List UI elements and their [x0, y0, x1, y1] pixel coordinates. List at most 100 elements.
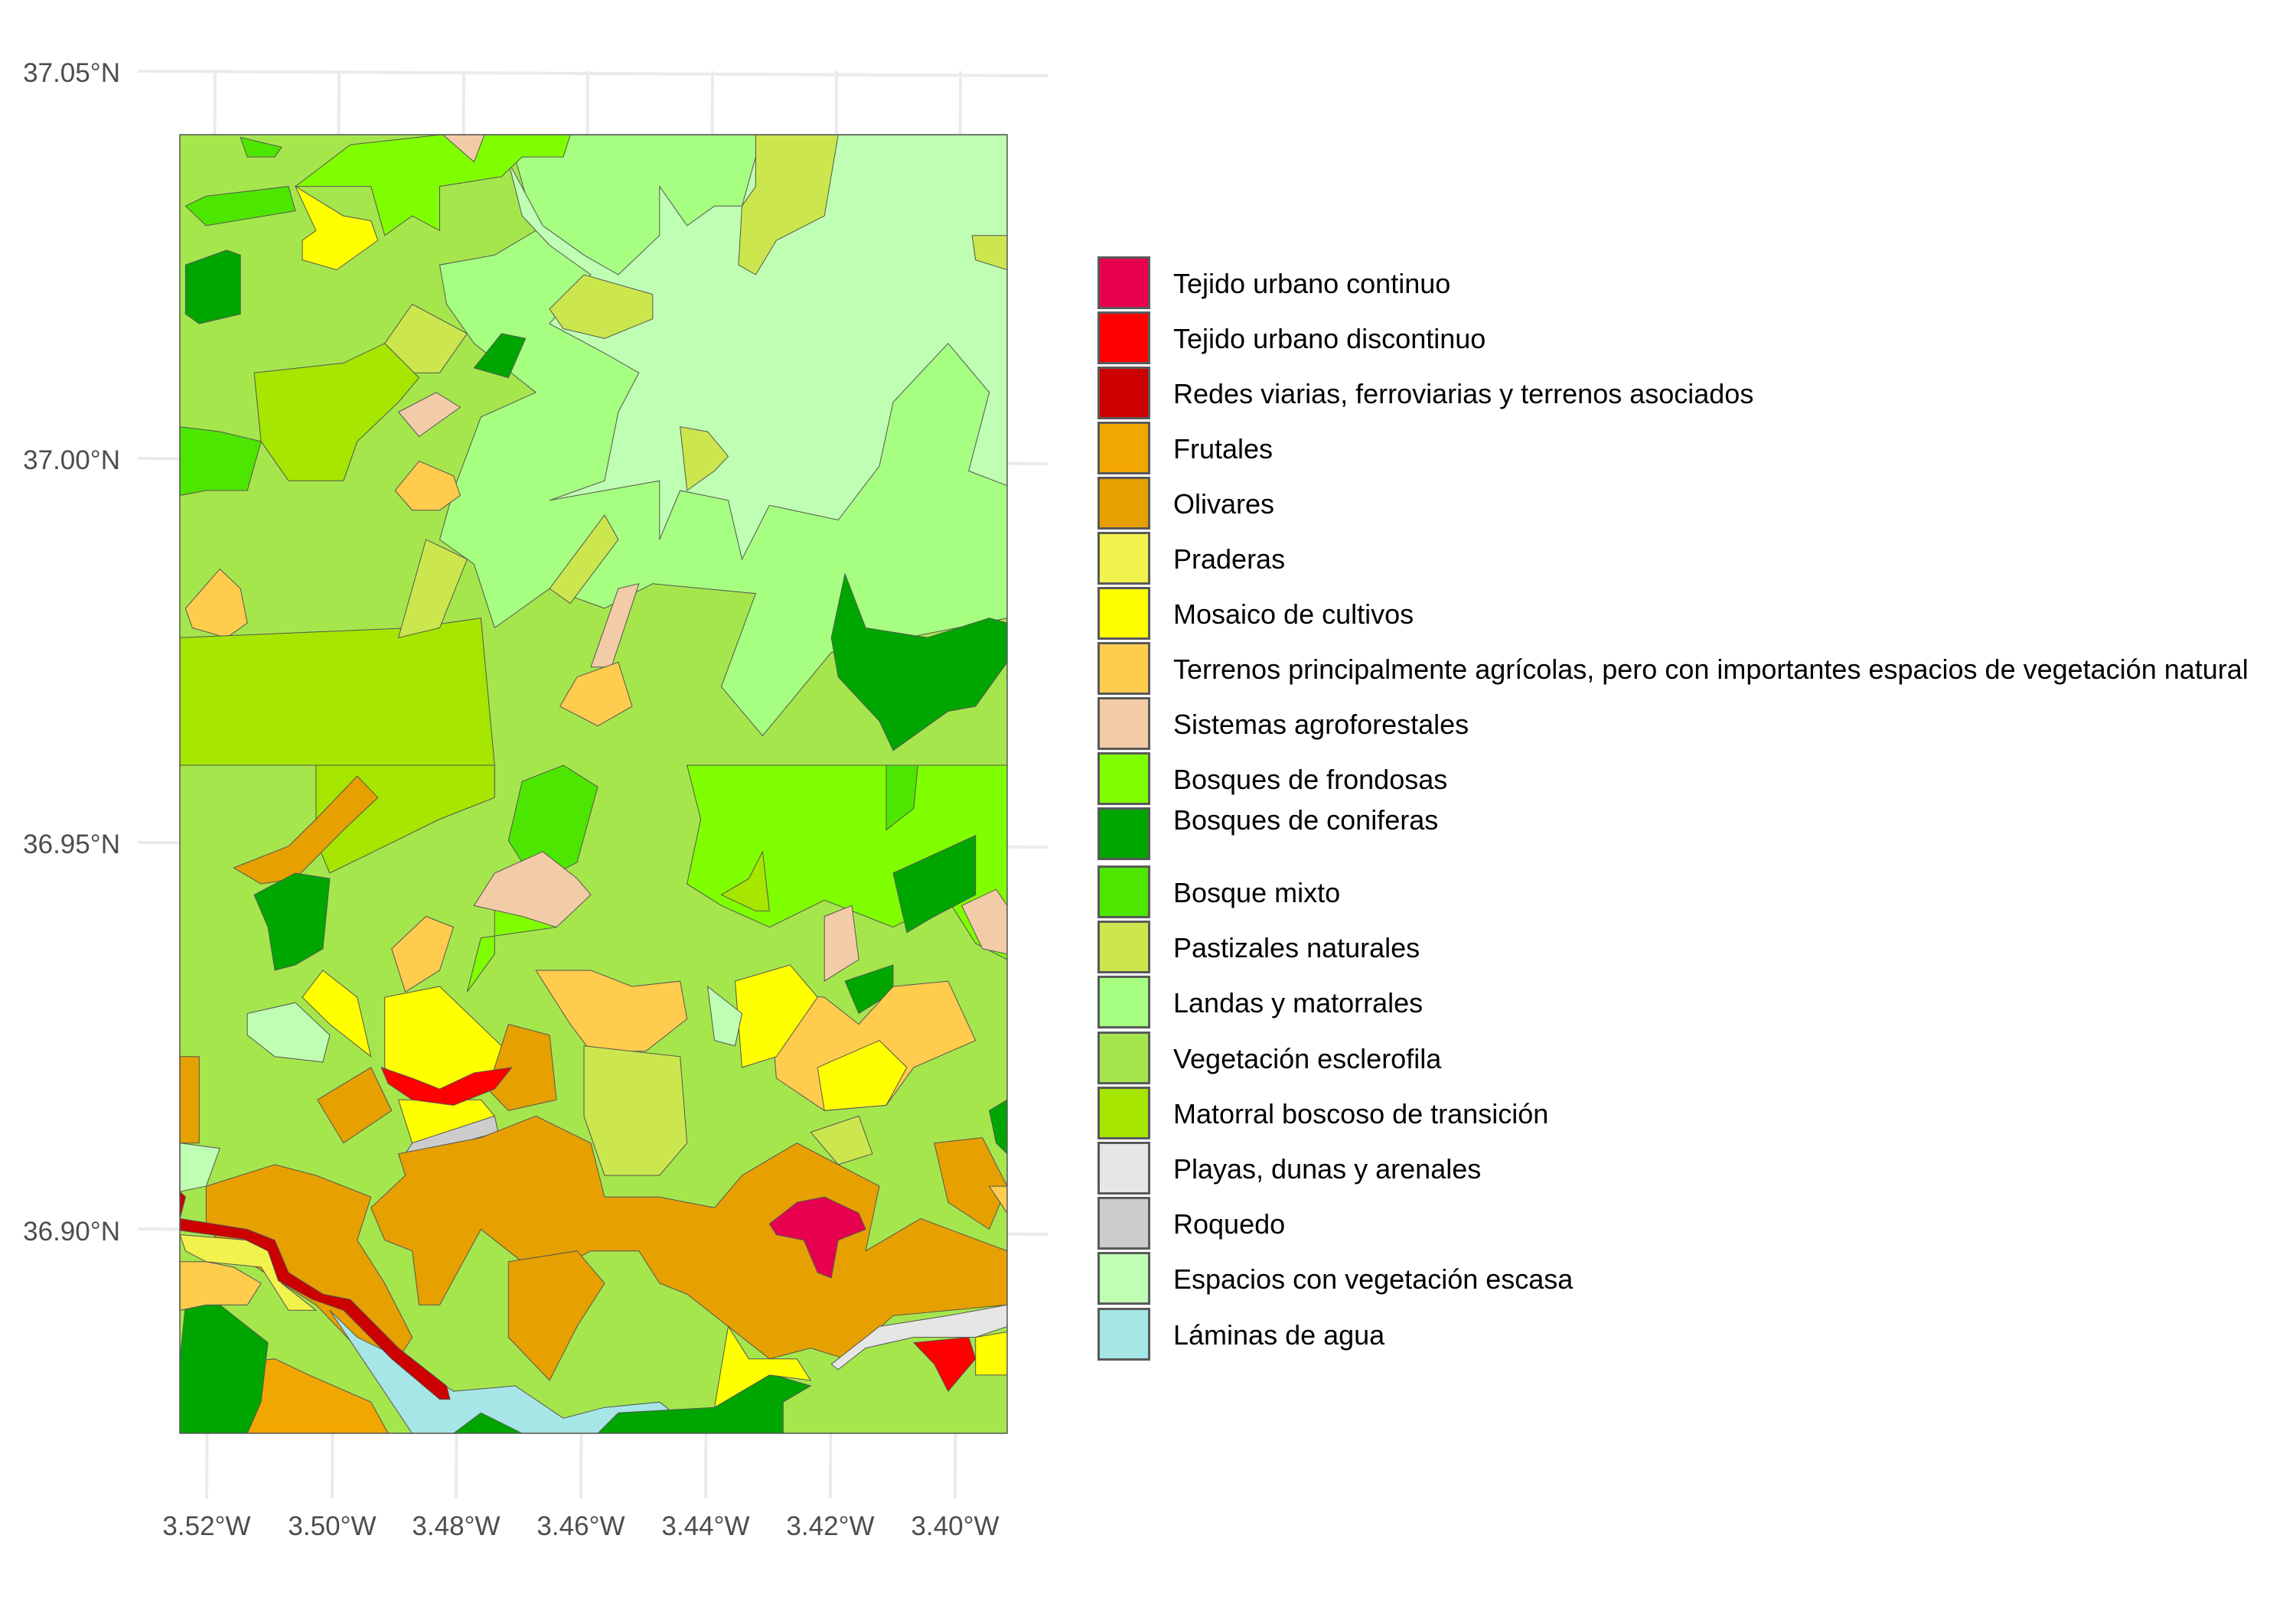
region-espacios-con-vegetacion-escasa: [507, 135, 1007, 561]
legend-key: [1097, 1142, 1150, 1195]
legend-label: Bosques de coniferas: [1173, 804, 1439, 836]
region-mosaico-de-cultivos: [302, 970, 372, 1058]
x-tick-label: 3.48°W: [412, 1511, 501, 1541]
legend-label: Bosques de frondosas: [1173, 764, 1448, 795]
region-sistemas-agroforestales: [397, 392, 461, 438]
region-olivares: [507, 1250, 605, 1381]
region-sistemas-agroforestales: [961, 888, 1007, 955]
legend-label: Roquedo: [1173, 1208, 1286, 1240]
legend-key: [1097, 1252, 1150, 1305]
region-redes-viarias-ferroviarias-y-terrenos-asociados: [180, 1191, 451, 1400]
region-olivares: [370, 1115, 1007, 1360]
region-playas-dunas-y-arenales: [830, 1304, 1007, 1371]
region-mosaico-de-cultivos: [817, 1040, 908, 1111]
legend-label: Frutales: [1173, 433, 1274, 464]
legend-key: [1097, 921, 1150, 974]
region-tejido-urbano-discontinuo: [912, 1336, 977, 1392]
region-olivares: [934, 1137, 1007, 1231]
legend-key: [1097, 367, 1150, 419]
legend-key: [1097, 311, 1150, 364]
region-tejido-urbano-discontinuo: [380, 1067, 513, 1106]
legend-label: Matorral boscoso de transición: [1173, 1097, 1549, 1129]
region-pastizales-naturales: [549, 274, 654, 339]
region-mosaico-de-cultivos: [734, 964, 818, 1068]
legend-label: Tejido urbano continuo: [1173, 268, 1451, 299]
legend-label: Espacios con vegetación escasa: [1173, 1263, 1574, 1296]
legend-label: Mosaico de cultivos: [1173, 598, 1414, 630]
region-matorral-boscoso-de-transicion: [720, 850, 770, 911]
region-pastizales-naturales: [397, 539, 468, 638]
legend-label: Olivares: [1173, 488, 1275, 520]
map-regions: [180, 135, 1007, 1433]
legend-label: Tejido urbano discontinuo: [1173, 323, 1486, 354]
legend-label: Terrenos principalmente agrícolas, pero …: [1173, 654, 2249, 685]
legend-label: Redes viarias, ferroviarias y terrenos a…: [1173, 378, 1754, 409]
region-bosque-mixto: [240, 136, 282, 158]
legend-key: [1097, 532, 1150, 585]
legend-label: Vegetación esclerofila: [1173, 1042, 1442, 1074]
region-matorral-boscoso-de-transicion: [253, 343, 420, 481]
legend-key: [1097, 422, 1150, 474]
region-mosaico-de-cultivos: [713, 1325, 812, 1409]
region-matorral-boscoso-de-transicion: [180, 618, 495, 766]
x-tick-label: 3.44°W: [661, 1511, 750, 1541]
map-frame: [179, 134, 1008, 1434]
x-tick-label: 3.40°W: [911, 1511, 1000, 1541]
region-terrenos-principalmente-agricolas-pero-con-importantes-espacios-de-vegetacion-natural: [559, 661, 633, 727]
region-bosques-de-coniferas: [473, 333, 527, 379]
region-pastizales-naturales: [971, 235, 1007, 271]
legend-label: Sistemas agroforestales: [1173, 709, 1469, 740]
legend-key: [1097, 256, 1150, 309]
region-terrenos-principalmente-agricolas-pero-con-importantes-espacios-de-vegetacion-natural: [988, 1185, 1007, 1214]
region-terrenos-principalmente-agricolas-pero-con-importantes-espacios-de-vegetacion-natural: [394, 460, 461, 511]
y-tick-label: 36.90°N: [23, 1217, 120, 1247]
legend-key: [1097, 1086, 1150, 1139]
region-tejido-urbano-continuo: [768, 1196, 866, 1279]
region-bosques-de-coniferas: [597, 1369, 812, 1433]
region-olivares: [317, 1067, 393, 1144]
region-pastizales-naturales: [549, 514, 619, 605]
legend-key: [1097, 752, 1150, 805]
region-sistemas-agroforestales: [823, 905, 859, 983]
region-pastizales-naturales: [738, 135, 839, 275]
region-terrenos-principalmente-agricolas-pero-con-importantes-espacios-de-vegetacion-natural: [535, 970, 688, 1052]
region-terrenos-principalmente-agricolas-pero-con-importantes-espacios-de-vegetacion-natural: [391, 915, 455, 993]
region-pastizales-naturales: [810, 1115, 873, 1165]
region-bosques-de-coniferas: [452, 1412, 523, 1433]
legend-key: [1097, 1031, 1150, 1084]
legend-key: [1097, 976, 1150, 1029]
y-tick-label: 37.05°N: [23, 58, 120, 88]
legend-label: Playas, dunas y arenales: [1173, 1153, 1482, 1185]
region-bosques-de-coniferas: [830, 572, 1007, 751]
legend-key: [1097, 477, 1150, 530]
region-pastizales-naturales: [583, 1045, 688, 1176]
legend-key: [1097, 697, 1150, 750]
x-tick-label: 3.50°W: [288, 1511, 377, 1541]
y-tick-label: 37.00°N: [23, 445, 120, 475]
region-pastizales-naturales: [680, 426, 729, 491]
region-bosque-mixto: [885, 764, 918, 831]
region-terrenos-principalmente-agricolas-pero-con-importantes-espacios-de-vegetacion-natural: [184, 568, 248, 638]
x-tick-label: 3.42°W: [786, 1511, 875, 1541]
x-tick-label: 3.52°W: [162, 1511, 251, 1541]
x-tick-label: 3.46°W: [536, 1511, 625, 1541]
region-terrenos-principalmente-agricolas-pero-con-importantes-espacios-de-vegetacion-natural: [180, 1261, 262, 1311]
legend-key: [1097, 587, 1150, 640]
region-bosques-de-coniferas: [892, 834, 977, 934]
legend-key: [1097, 865, 1150, 918]
legend-key: [1097, 1197, 1150, 1250]
region-bosque-mixto: [507, 764, 598, 885]
legend-label: Landas y matorrales: [1173, 987, 1424, 1019]
legend-key: [1097, 1307, 1150, 1361]
region-espacios-con-vegetacion-escasa: [706, 985, 743, 1047]
y-tick-label: 36.95°N: [23, 830, 120, 859]
legend-key: [1097, 807, 1150, 860]
region-bosques-de-coniferas: [184, 249, 241, 324]
legend-label: Pastizales naturales: [1173, 932, 1420, 964]
region-bosques-de-coniferas: [253, 872, 331, 971]
legend-key: [1097, 642, 1150, 695]
region-bosque-mixto: [184, 186, 296, 227]
region-sistemas-agroforestales: [473, 851, 592, 928]
region-bosques-de-coniferas: [989, 1099, 1007, 1155]
